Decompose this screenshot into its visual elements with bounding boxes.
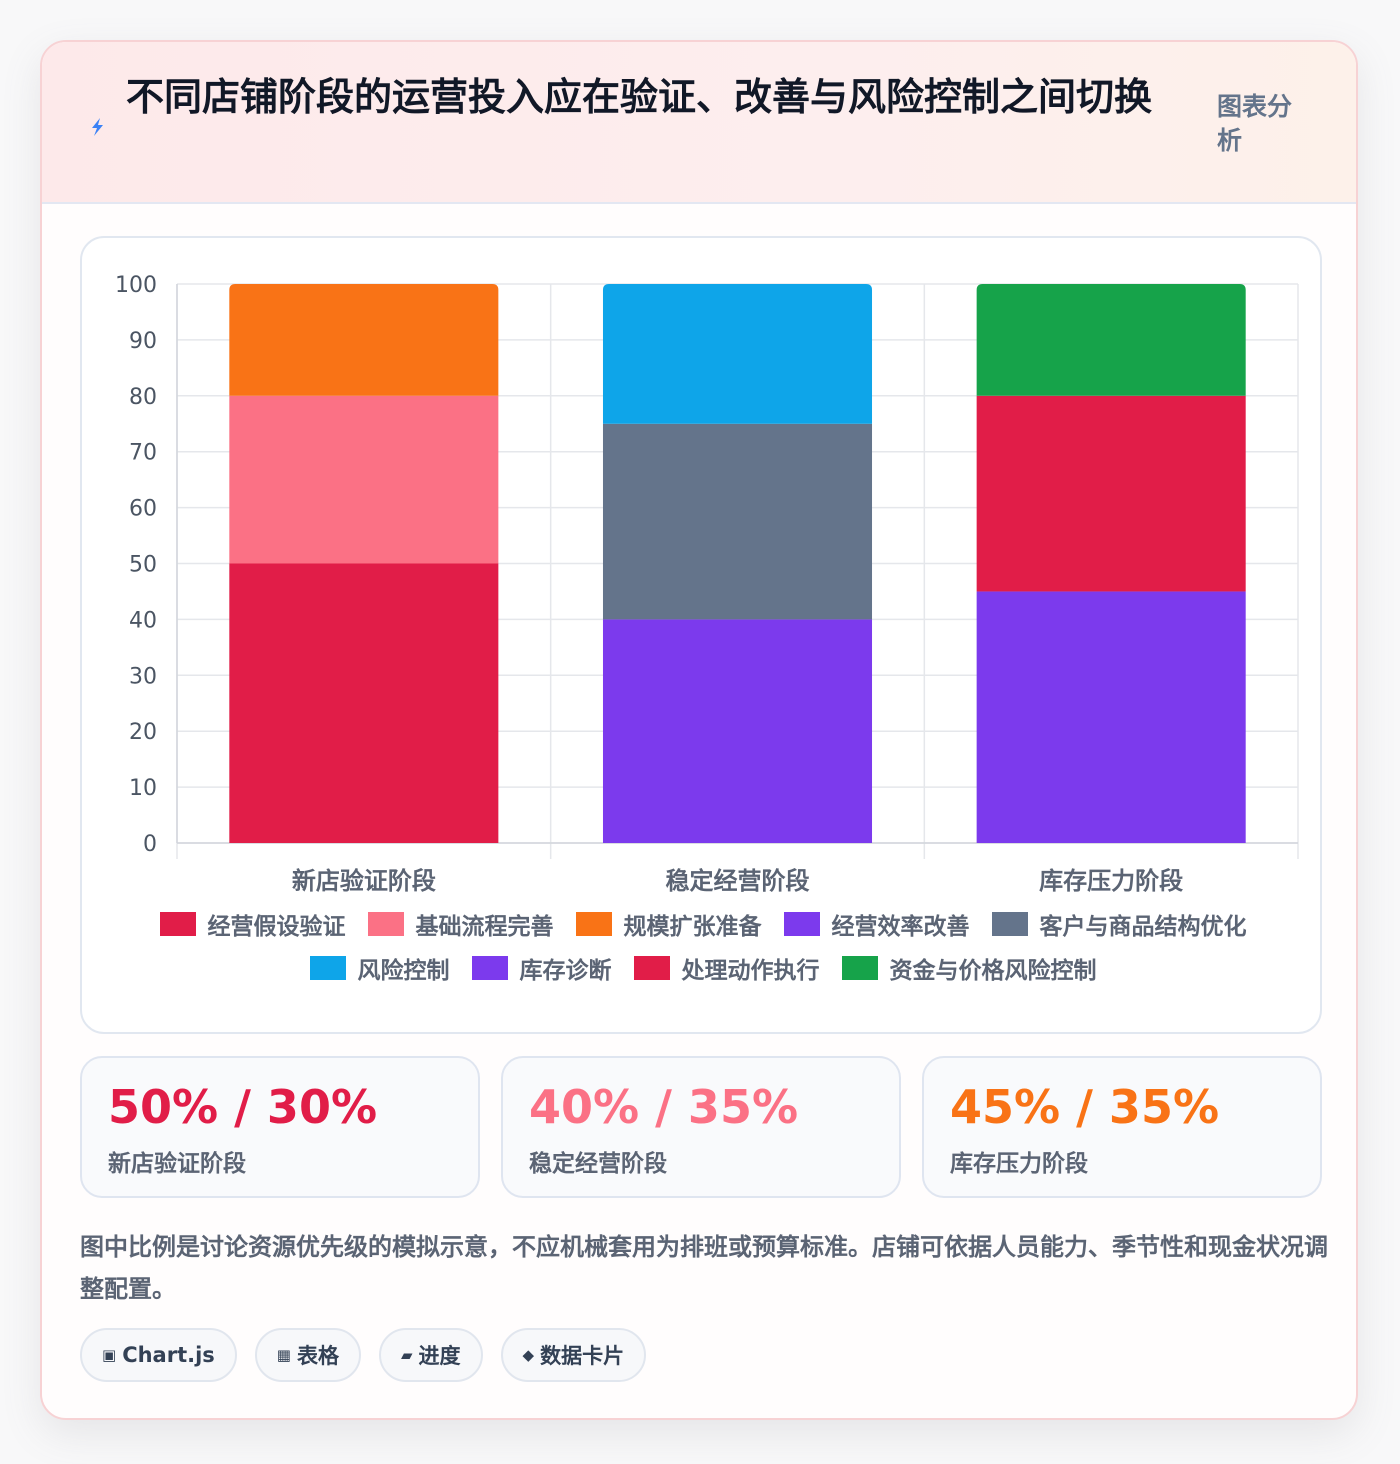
stat-value: 50% / 30% [108,1080,378,1134]
chip-chartjs[interactable]: ▣ Chart.js [80,1328,237,1382]
legend-label: 资金与价格风险控制 [889,958,1097,984]
legend-swatch [841,956,878,980]
bar-segment[interactable] [976,395,1246,592]
y-tick-label: 50 [129,553,157,578]
y-tick-label: 40 [129,608,157,633]
y-tick-label: 0 [143,832,157,857]
legend-label: 处理动作执行 [681,958,820,984]
legend-item[interactable]: 客户与商品结构优化 [991,910,1247,940]
legend-swatch [575,912,612,936]
x-category-label: 稳定经营阶段 [666,867,810,895]
chart-icon: ▣ [102,1346,117,1364]
stat-value: 40% / 35% [529,1080,799,1134]
bar-segment[interactable] [229,284,499,396]
legend-item[interactable]: 经营效率改善 [783,910,970,940]
legend-item[interactable]: 资金与价格风险控制 [841,954,1097,984]
bar-segment[interactable] [602,423,873,620]
stat-card-new-store: 50% / 30% 新店验证阶段 [80,1056,480,1198]
legend-item[interactable]: 库存诊断 [471,954,612,984]
y-tick-label: 20 [129,720,157,745]
chart-card: 不同店铺阶段的运营投入应在验证、改善与风险控制之间切换 图表分析 0 10 20 30… [40,40,1358,1420]
legend-swatch [159,912,196,936]
legend-item[interactable]: 经营假设验证 [159,910,346,940]
legend-item[interactable]: 基础流程完善 [367,910,554,940]
lightning-icon [92,118,103,136]
x-category-label: 新店验证阶段 [292,867,436,895]
bar-segment[interactable] [976,284,1246,396]
legend-label: 风险控制 [357,958,450,984]
legend-swatch [309,956,346,980]
stat-value: 45% / 35% [950,1080,1220,1134]
y-tick-label: 10 [129,776,157,801]
y-tick-label: 90 [129,329,157,354]
progress-icon: ▰ [400,1346,413,1364]
chip-label: Chart.js [122,1343,215,1367]
data-card-icon: ◆ [522,1346,535,1364]
chart-note: 图中比例是讨论资源优先级的模拟示意，不应机械套用为排班或预算标准。店铺可依据人员… [80,1233,1328,1303]
bar-segment[interactable] [229,395,499,564]
legend-label: 经营假设验证 [207,914,346,940]
y-tick-label: 100 [115,273,157,298]
legend-swatch [633,956,670,980]
bar-segment[interactable] [976,591,1246,843]
y-tick-label: 30 [129,664,157,689]
x-category-label: 库存压力阶段 [1039,867,1183,895]
table-icon: ▦ [276,1346,291,1364]
stat-label: 新店验证阶段 [108,1151,246,1177]
chart-panel: 0 10 20 30 40 50 60 70 80 90 100 新店验证阶段 稳定经营阶段 库存压力阶段… [80,236,1322,1034]
card-header: 不同店铺阶段的运营投入应在验证、改善与风险控制之间切换 图表分析 [42,42,1356,204]
stacked-bar-chart: 0 10 20 30 40 50 60 70 80 90 100 新店验证阶段 稳定经营阶段 库存压力阶段 [115,273,1299,895]
stat-card-inventory: 45% / 35% 库存压力阶段 [922,1056,1322,1198]
chip-table[interactable]: ▦ 表格 [254,1328,361,1382]
y-tick-label: 70 [129,441,157,466]
y-tick-label: 80 [129,385,157,410]
legend-label: 经营效率改善 [831,914,970,940]
legend-label: 规模扩张准备 [623,914,762,940]
chip-data-card[interactable]: ◆ 数据卡片 [500,1328,647,1382]
legend-swatch [471,956,508,980]
legend-swatch [367,912,404,936]
legend-item[interactable]: 风险控制 [309,954,450,984]
stat-label: 稳定经营阶段 [529,1151,667,1177]
chip-progress[interactable]: ▰ 进度 [378,1328,483,1382]
chip-label: 进度 [418,1344,461,1368]
feature-chips: ▣ Chart.js ▦ 表格 ▰ 进度 ◆ 数据卡片 [80,1328,647,1382]
y-tick-label: 60 [129,497,157,522]
page-title: 不同店铺阶段的运营投入应在验证、改善与风险控制之间切换 [126,75,1153,119]
legend-swatch [783,912,820,936]
stat-label: 库存压力阶段 [950,1151,1088,1177]
chip-label: 表格 [296,1344,339,1368]
legend-item[interactable]: 规模扩张准备 [575,910,762,940]
legend-swatch [991,912,1028,936]
legend-label: 库存诊断 [519,958,612,984]
chart-legend: 经营假设验证 基础流程完善 规模扩张准备 经营效率改善 客户与商品结构优化风险控制 库存诊… [82,910,1324,984]
legend-item[interactable]: 处理动作执行 [633,954,820,984]
legend-label: 基础流程完善 [415,914,554,940]
chip-label: 数据卡片 [540,1344,625,1368]
stat-card-stable: 40% / 35% 稳定经营阶段 [501,1056,901,1198]
bar-segment[interactable] [602,619,873,843]
legend-label: 客户与商品结构优化 [1039,914,1247,940]
bar-segment[interactable] [602,284,873,424]
bar-segment[interactable] [229,563,499,844]
chart-analysis-tag: 图表分析 [1217,92,1293,155]
